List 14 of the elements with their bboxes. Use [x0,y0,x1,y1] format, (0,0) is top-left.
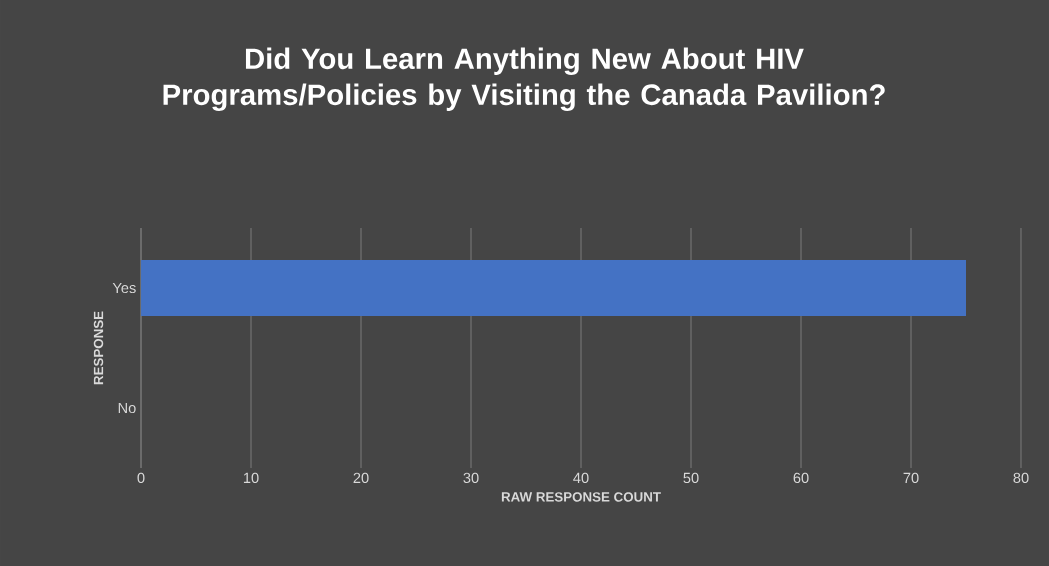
y-tick-label: Yes [112,282,136,294]
x-tick-label: 80 [1013,472,1029,484]
x-tick-label: 30 [463,472,479,484]
x-tick-label: 60 [793,472,809,484]
x-tick-label: 50 [683,472,699,484]
x-axis-title: RAW RESPONSE COUNT [501,492,661,502]
y-axis-title: RESPONSE [93,311,104,385]
chart-title: Did You Learn Anything New About HIV Programs/Policies by Visiting the Canada Pavilion? [163,47,885,112]
y-tick-label: No [118,402,136,414]
x-tick-label: 10 [243,472,259,484]
x-tick-label: 20 [353,472,369,484]
x-tick-label: 0 [137,472,145,484]
x-tick-label: 70 [903,472,919,484]
x-tick-label: 40 [573,472,589,484]
